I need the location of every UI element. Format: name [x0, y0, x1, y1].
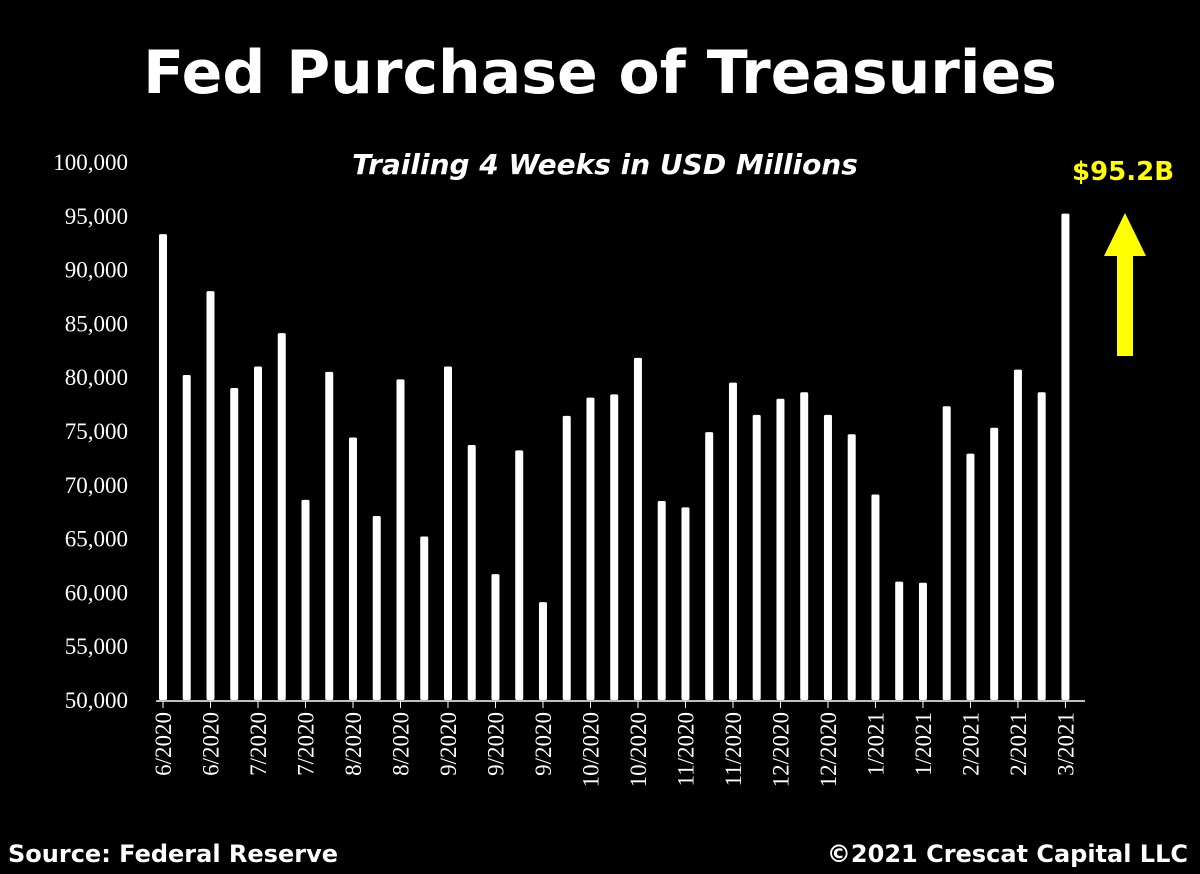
x-tick-label: 7/2020: [293, 712, 318, 776]
bar: [491, 574, 500, 700]
y-tick-label: 100,000: [53, 150, 128, 175]
x-tick-label: 7/2020: [246, 712, 271, 776]
x-tick-label: 11/2020: [673, 712, 698, 787]
bar: [918, 582, 927, 700]
bar: [633, 357, 642, 700]
x-tick-label: 1/2021: [911, 712, 936, 776]
bar: [895, 581, 904, 700]
bar: [966, 453, 975, 700]
x-tick-label: 3/2021: [1053, 712, 1078, 776]
y-tick-label: 80,000: [65, 365, 128, 390]
x-tick-label: 12/2020: [816, 712, 841, 787]
x-tick-label: 9/2020: [436, 712, 461, 776]
bar: [871, 494, 880, 700]
y-tick-label: 55,000: [65, 634, 128, 659]
bar: [728, 382, 737, 700]
x-tick-label: 2/2021: [1006, 712, 1031, 776]
bar: [800, 392, 809, 700]
copyright-note: ©2021 Crescat Capital LLC: [826, 840, 1188, 868]
y-tick-label: 70,000: [65, 473, 128, 498]
x-tick-label: 10/2020: [626, 712, 651, 787]
bar: [705, 432, 714, 700]
x-tick-label: 6/2020: [198, 712, 223, 776]
bar: [396, 379, 405, 700]
bar: [182, 375, 191, 700]
y-tick-label: 60,000: [65, 580, 128, 605]
bar: [325, 371, 334, 700]
y-tick-label: 95,000: [65, 204, 128, 229]
y-tick-label: 65,000: [65, 527, 128, 552]
y-tick-label: 90,000: [65, 258, 128, 283]
bar: [253, 366, 262, 700]
x-tick-label: 8/2020: [341, 712, 366, 776]
bar: [681, 507, 690, 700]
bar: [586, 397, 595, 700]
x-axis-ticks: 6/2020 6/2020 7/2020 7/2020 8/2020 8/2020 9/20…: [151, 701, 1078, 787]
bar: [372, 516, 381, 700]
bar: [1013, 369, 1022, 700]
bars: [159, 213, 1070, 701]
bar: [277, 333, 286, 700]
bar: [1037, 392, 1046, 700]
x-tick-label: 9/2020: [483, 712, 508, 776]
bar: [562, 415, 571, 700]
up-arrow-icon: [1104, 213, 1146, 356]
x-tick-label: 2/2021: [958, 712, 983, 776]
x-tick-label: 9/2020: [531, 712, 556, 776]
x-tick-label: 8/2020: [388, 712, 413, 776]
x-tick-label: 12/2020: [768, 712, 793, 787]
bar: [776, 398, 785, 700]
bar: [420, 536, 429, 700]
bar: [443, 366, 452, 700]
bar: [538, 602, 547, 700]
y-axis-ticks: 50,000 55,000 60,000 65,000 70,000 75,000 80,0…: [53, 150, 128, 713]
chart-subtitle: Trailing 4 Weeks in USD Millions: [352, 148, 858, 181]
y-tick-label: 75,000: [65, 419, 128, 444]
bar: [348, 437, 357, 700]
latest-value-callout: $95.2B: [1072, 157, 1175, 187]
bar: [657, 500, 666, 700]
bar: [1061, 213, 1070, 700]
bar: [467, 444, 476, 700]
chart-title: Fed Purchase of Treasuries: [143, 38, 1057, 108]
bar: [942, 406, 951, 700]
bar: [610, 394, 619, 700]
x-tick-label: 1/2021: [863, 712, 888, 776]
y-tick-label: 50,000: [65, 688, 128, 713]
bar: [206, 291, 215, 700]
bar: [823, 414, 832, 700]
x-tick-label: 10/2020: [578, 712, 603, 787]
x-tick-label: 6/2020: [151, 712, 176, 776]
bar: [230, 387, 239, 700]
source-note: Source: Federal Reserve: [8, 840, 338, 868]
bar: [515, 450, 524, 700]
bar: [990, 427, 999, 700]
bar: [847, 434, 856, 700]
x-tick-label: 11/2020: [721, 712, 746, 787]
bar: [159, 234, 167, 701]
y-tick-label: 85,000: [65, 311, 128, 336]
bar: [301, 499, 310, 700]
bar: [752, 414, 761, 700]
